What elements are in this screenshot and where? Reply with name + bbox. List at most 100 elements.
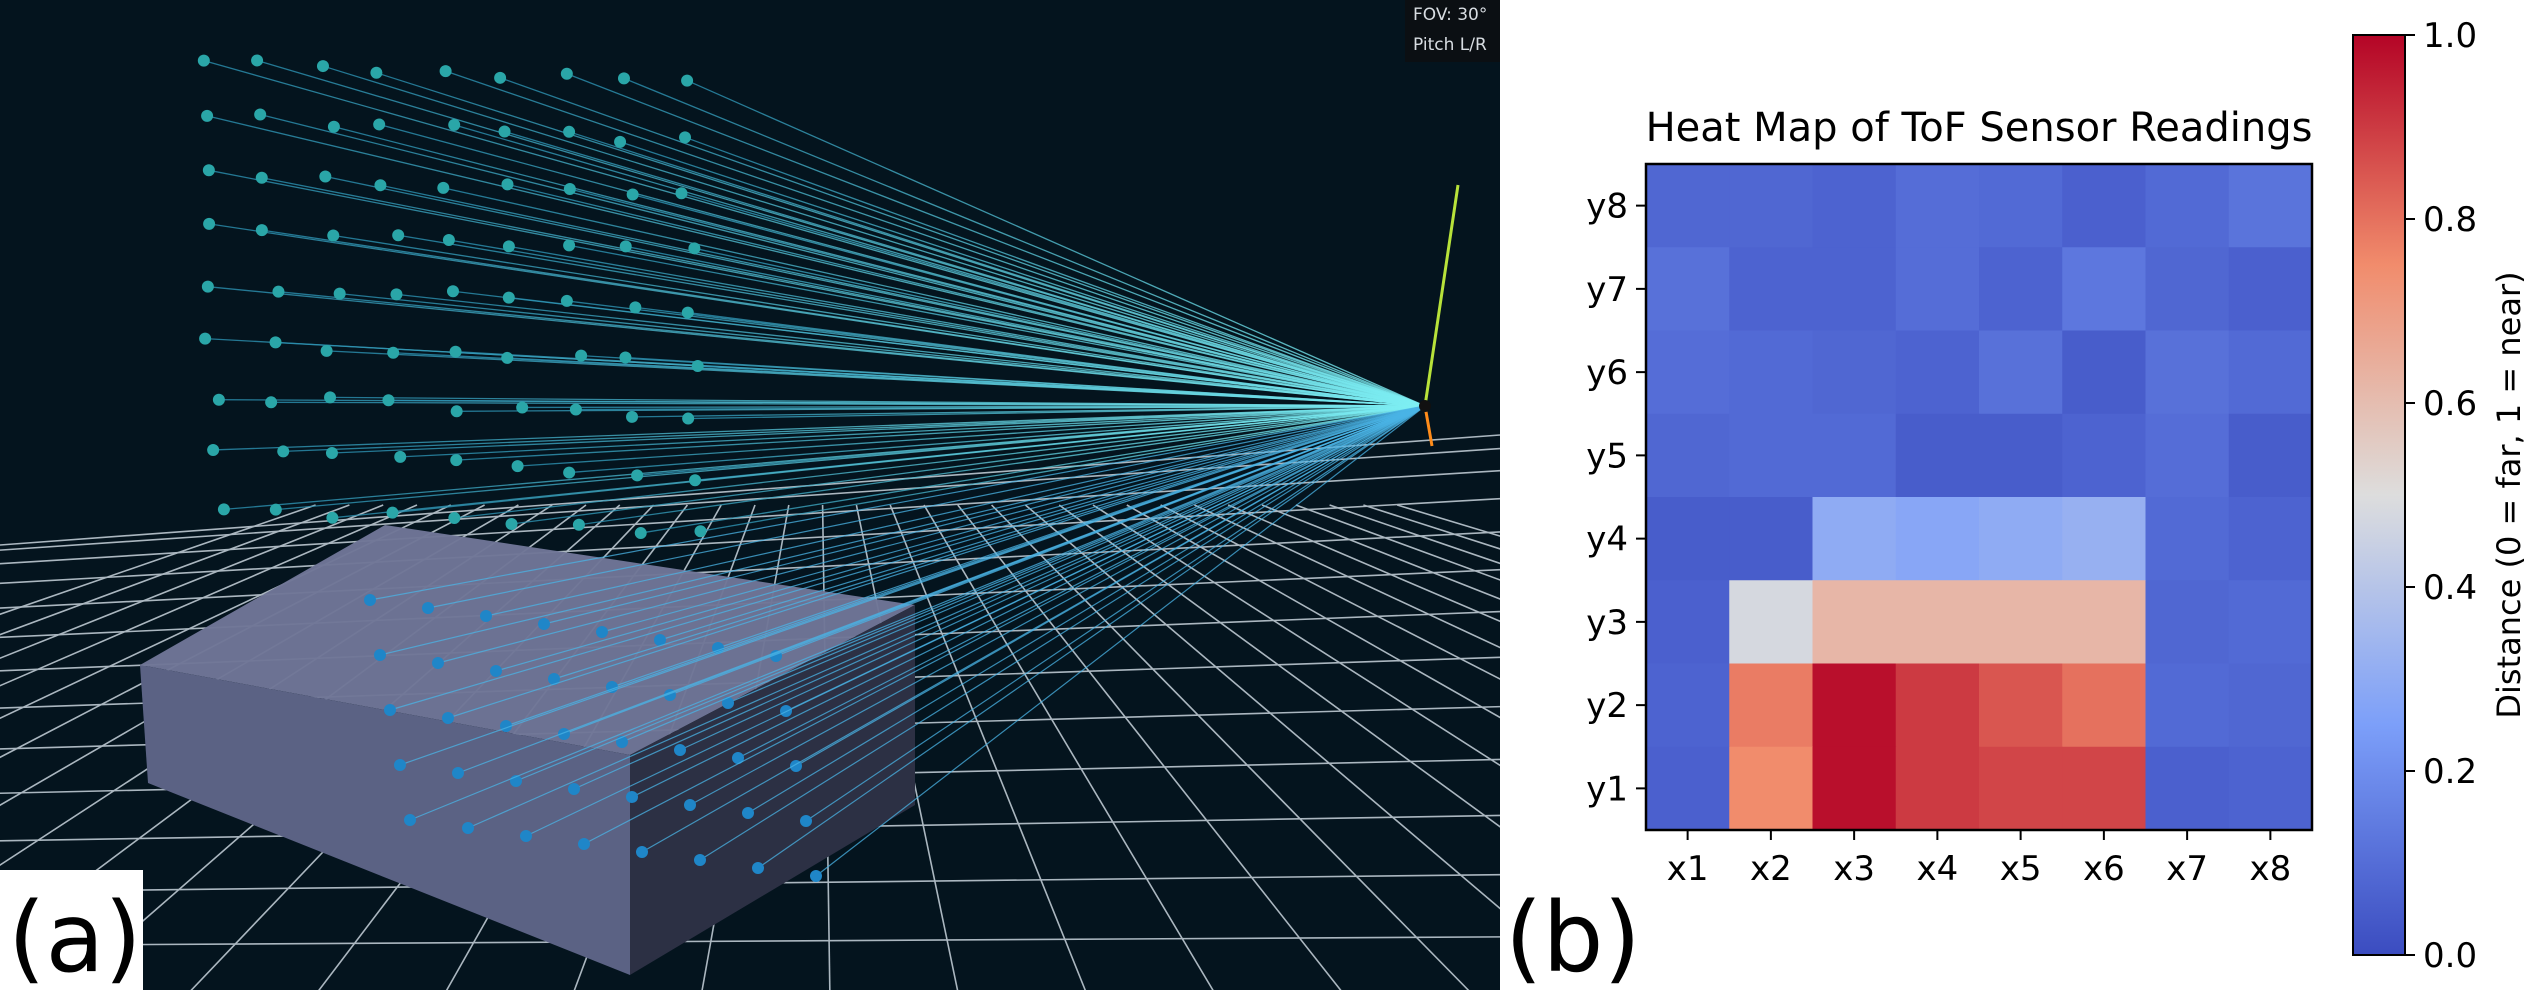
heatmap-cell-y6-x7 [2145,330,2230,415]
colorbar-tick-label: 0.8 [2423,200,2477,240]
y-tick-label: y8 [1586,187,1628,227]
heatmap-cell-y1-x3 [1812,746,1897,831]
heatmap-cell-y7-x3 [1812,247,1897,331]
heatmap-cell-y7-x7 [2145,247,2230,331]
heatmap-cell-y6-x6 [2062,330,2146,415]
heatmap-cell-y3-x7 [2145,580,2230,664]
heatmap-cell-y1-x4 [1895,746,1980,831]
heatmap-cell-y1-x5 [1979,746,2063,831]
heatmap-cell-y2-x3 [1812,663,1897,748]
colorbar-tick-label: 0.4 [2423,568,2477,608]
heatmap-cell-y2-x5 [1979,663,2063,748]
colorbar-tick-label: 0.6 [2423,384,2477,424]
colorbar [2352,34,2406,956]
x-tick-label: x2 [1750,849,1792,889]
heatmap-cell-y1-x8 [2228,746,2313,831]
heatmap-cell-y8-x6 [2062,164,2146,248]
y-tick-label: y4 [1586,520,1628,560]
heatmap-cell-y5-x8 [2228,413,2313,498]
heatmap-cell-y7-x2 [1729,247,1813,331]
heatmap-cell-y2-x7 [2145,663,2230,748]
heatmap-cell-y4-x3 [1812,497,1897,581]
heatmap-cell-y1-x7 [2145,746,2230,831]
heatmap-cell-y2-x1 [1646,663,1730,748]
heatmap-cell-y3-x3 [1812,580,1897,664]
heatmap-cell-y5-x2 [1729,413,1813,498]
heatmap-cell-y4-x5 [1979,497,2063,581]
heatmap-cell-y4-x7 [2145,497,2230,581]
heatmap-cell-y2-x6 [2062,663,2146,748]
heatmap-cell-y7-x6 [2062,247,2146,331]
heatmap-cell-y3-x1 [1646,580,1730,664]
heatmap-cell-y4-x8 [2228,497,2313,581]
y-tick-label: y2 [1586,686,1628,726]
heatmap-cell-y8-x5 [1979,164,2063,248]
heatmap-cell-y3-x4 [1895,580,1980,664]
heatmap-cell-y6-x8 [2228,330,2313,415]
y-tick-label: y5 [1586,436,1628,476]
colorbar-tick-label: 0.2 [2423,752,2477,792]
heatmap-cell-y2-x2 [1729,663,1813,748]
colorbar-label: Distance (0 = far, 1 = near) [2490,271,2528,718]
heatmap-cells [1646,164,2313,831]
x-tick-label: x3 [1833,849,1875,889]
heatmap-cell-y4-x2 [1729,497,1813,581]
x-tick-label: x7 [2166,849,2208,889]
heatmap-cell-y6-x3 [1812,330,1897,415]
x-tick-label: x6 [2083,849,2125,889]
heatmap-cell-y5-x5 [1979,413,2063,498]
heatmap-cell-y8-x1 [1646,164,1730,248]
heatmap-cell-y6-x4 [1895,330,1980,415]
heatmap-cell-y6-x5 [1979,330,2063,415]
y-tick-label: y7 [1586,270,1628,310]
heatmap-cell-y7-x1 [1646,247,1730,331]
x-tick-label: x8 [2249,849,2291,889]
heatmap-cell-y3-x5 [1979,580,2063,664]
panel-label-b: (b) [1505,882,1641,994]
heatmap-cell-y2-x8 [2228,663,2313,748]
box-hit-rays [364,405,1426,882]
heatmap-cell-y1-x6 [2062,746,2146,831]
x-tick-label: x1 [1667,849,1709,889]
heatmap-cell-y6-x2 [1729,330,1813,415]
x-tick-label: x5 [2000,849,2042,889]
heatmap-cell-y8-x7 [2145,164,2230,248]
heatmap-cell-y4-x4 [1895,497,1980,581]
chart-title: Heat Map of ToF Sensor Readings [1646,105,2313,151]
heatmap-cell-y7-x5 [1979,247,2063,331]
plot-frame [1644,162,2314,832]
heatmap-cell-y8-x4 [1895,164,1980,248]
hud-fov-text: FOV: 30° [1413,5,1488,25]
sensor-3d-scene [0,0,1500,1002]
heatmap-cell-y8-x8 [2228,164,2313,248]
y-tick-label: y3 [1586,603,1628,643]
heatmap-cell-y3-x6 [2062,580,2146,664]
heatmap-cell-y2-x4 [1895,663,1980,748]
y-tick-label: y1 [1586,769,1628,809]
tof-rays [203,59,1426,534]
heatmap-cell-y4-x6 [2062,497,2146,581]
x-tick-label: x4 [1916,849,1958,889]
hud-pitch-text: Pitch L/R [1413,35,1487,55]
sensor-axes [1419,184,1460,447]
colorbar-tick-label: 0.0 [2423,936,2477,976]
camera-hud-overlay: FOV: 30° Pitch L/R [1405,0,1500,62]
colorbar-tick-label: 1.0 [2423,16,2477,56]
heatmap-cell-y6-x1 [1646,330,1730,415]
heatmap-cell-y1-x1 [1646,746,1730,831]
ray-endpoints [197,54,707,540]
y-tick-label: y6 [1586,353,1628,393]
heatmap-cell-y5-x7 [2145,413,2230,498]
heatmap-cell-y3-x2 [1729,580,1813,664]
heatmap-chart: Heat Map of ToF Sensor Readings x1 x2 x3 x4 x… [1586,16,2528,976]
colorbar-ticks: 0.0 0.2 0.4 0.6 0.8 1.0 [2405,16,2477,976]
heatmap-cell-y3-x8 [2228,580,2313,664]
heatmap-cell-y5-x4 [1895,413,1980,498]
heatmap-cell-y5-x6 [2062,413,2146,498]
occluding-box [140,525,915,975]
heatmap-cell-y8-x3 [1812,164,1897,248]
heatmap-cell-y5-x1 [1646,413,1730,498]
panel-label-a: (a) [8,882,142,994]
heatmap-cell-y4-x1 [1646,497,1730,581]
heatmap-cell-y8-x2 [1729,164,1813,248]
